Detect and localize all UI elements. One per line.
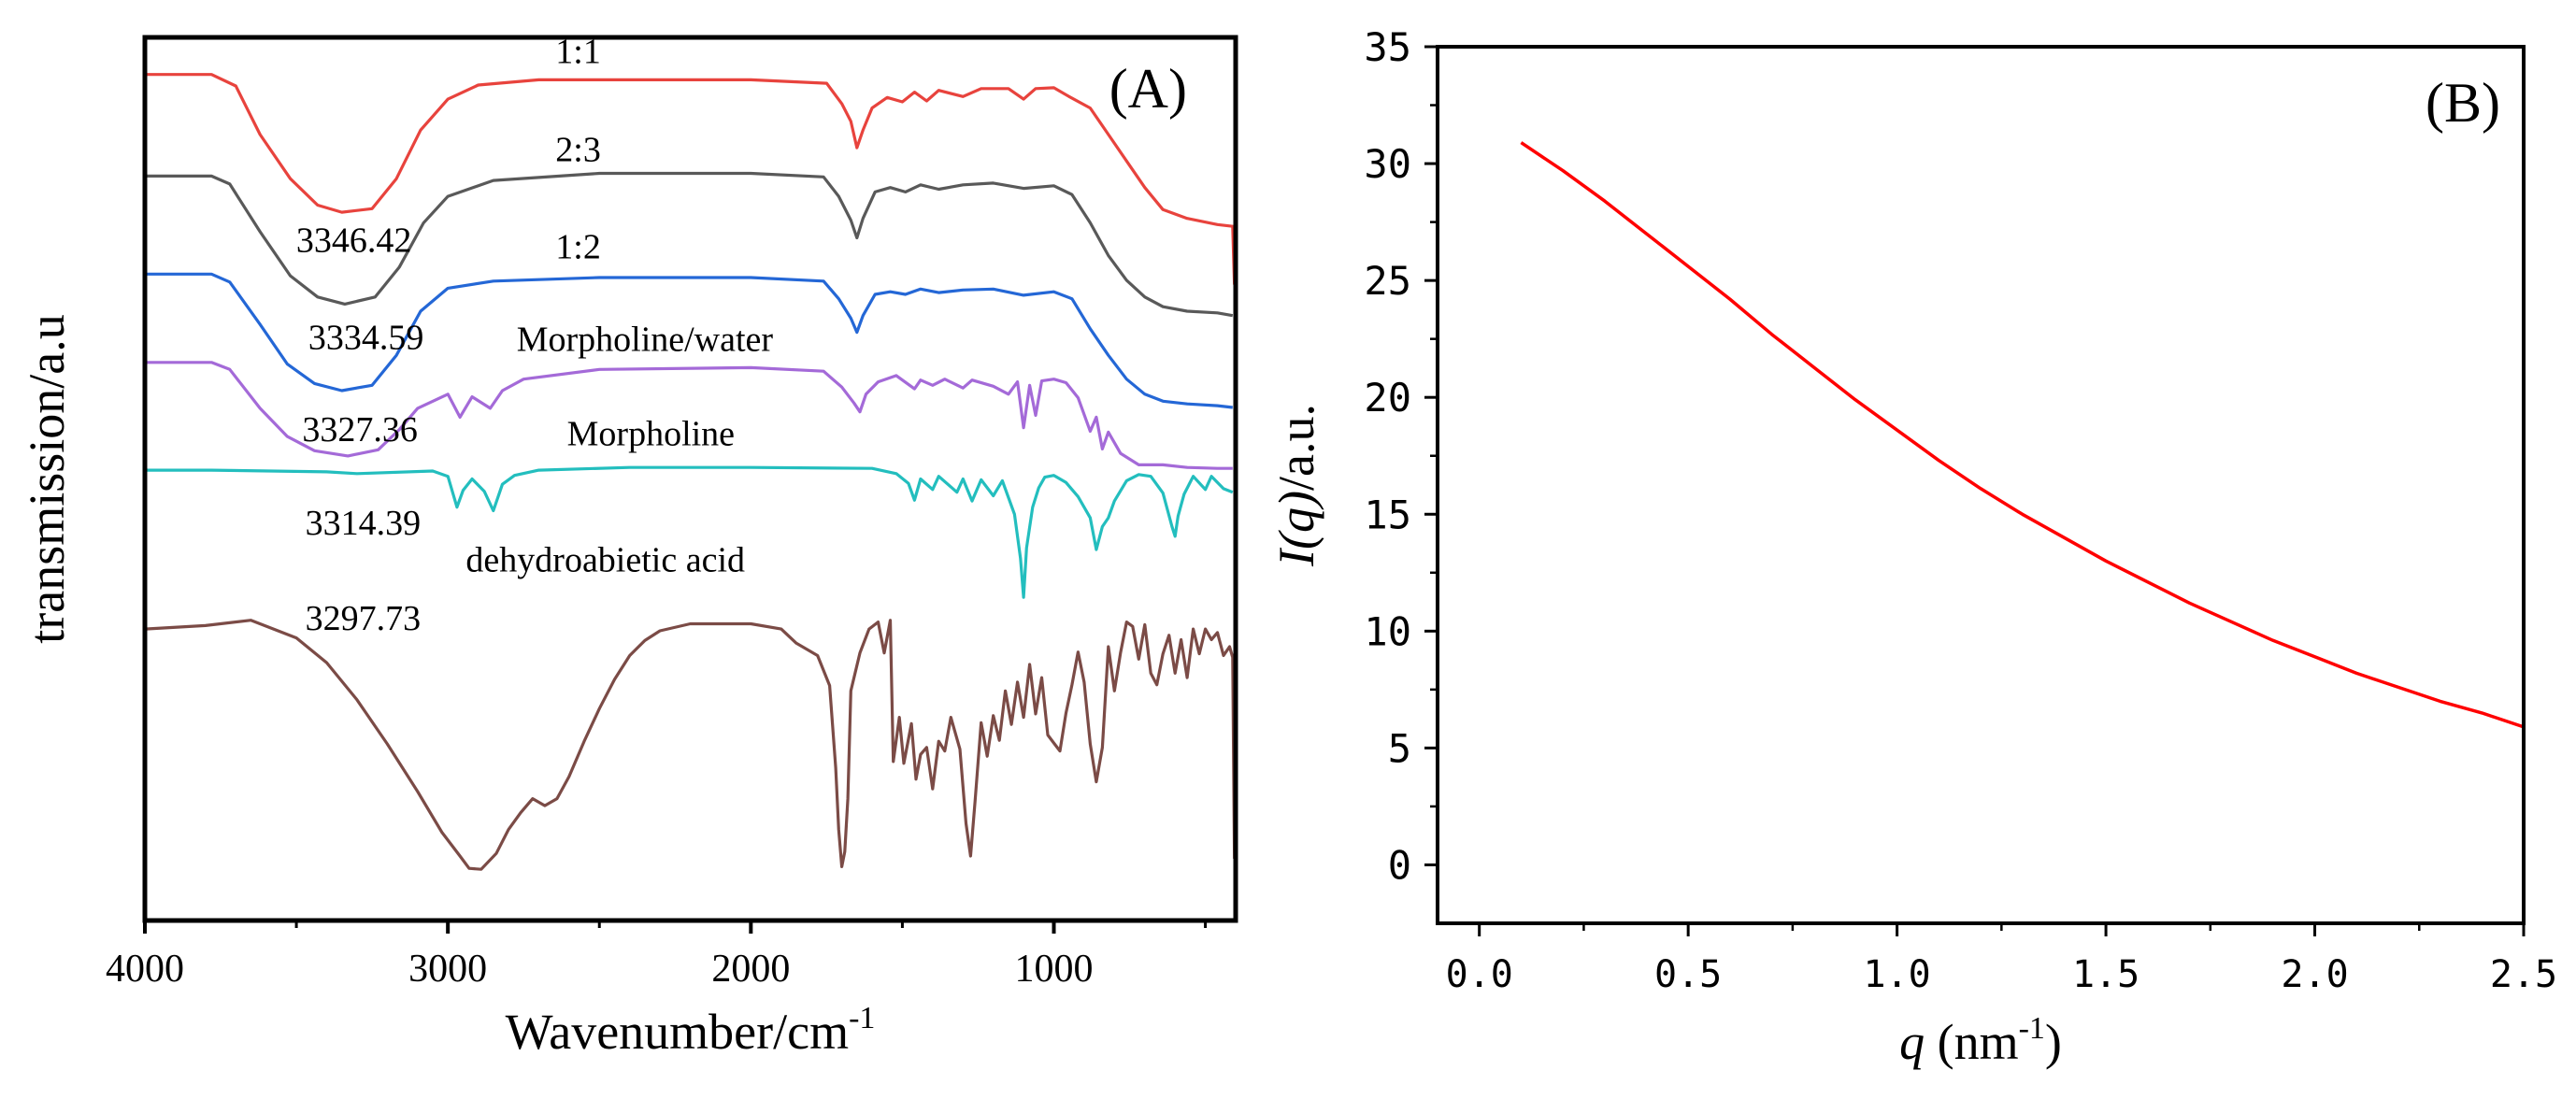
panel-b-x-tick-label-6: 2.5 [2490,953,2557,996]
panel-a-x-tick-label-2: 3000 [408,948,487,991]
panel-a-annotation-7: 3346.42 [296,221,412,261]
panel-b-y-tick-label-4: 15 [1364,492,1411,537]
panel-b-series-group [1520,141,2525,729]
panel-b-x-axis-label-end: ) [2045,1014,2062,1070]
panel-a-annotation-11: 3297.73 [306,599,422,638]
panel-a-series-line-3 [145,272,1233,409]
panel-b-x-axis-label-italic: q [1899,1014,1925,1070]
panel-b-x-tick-label-4: 1.5 [2072,953,2140,996]
panel-b-y-tick-label-1: 0 [1388,842,1411,888]
panel-a-series-line-1 [145,73,1237,285]
panel-a-x-tick-label-3: 2000 [711,948,790,991]
panel-a-x-axis-label-sup: -1 [849,1001,875,1035]
panel-b-x-axis-label-base: (nm [1925,1014,2019,1070]
panel-b-y-tick-label-7: 30 [1364,141,1411,187]
panel-b-y-tick-label-2: 5 [1388,725,1411,771]
panel-b-x-tick-label-1: 0.0 [1446,953,1513,996]
panel-b-y-axis-label-rest: /a.u. [1268,404,1324,491]
panel-a-series-line-5 [145,465,1234,599]
panel-b-label: (B) [2426,72,2500,134]
panel-b-y-axis-label-italic: I(q) [1268,491,1324,567]
panel-a-annotation-3: 1:2 [555,227,601,266]
panel-a-frame [142,35,1238,923]
panel-a-y-axis-label: transmission/a.u [19,314,75,643]
panel-a: 4000 3000 2000 1000 1:12:31:2Morpholine/wat… [19,32,1238,1060]
panel-a-label: (A) [1109,58,1187,120]
panel-b-x-tick-label-5: 2.0 [2281,953,2348,996]
panel-b: 0.0 0.5 1.0 1.5 2.0 2.5 0 5 10 15 20 25 30 35 (B) I(… [1268,24,2557,1070]
panel-b-x-axis-label-sup: -1 [2019,1011,2045,1046]
panel-b-y-ticks: 0 5 10 15 20 25 30 35 [1364,24,1438,888]
panel-a-x-axis-label-base: Wavenumber/cm [506,1004,850,1060]
panel-a-series-line-4 [145,361,1233,470]
panel-a-series-line-2 [145,171,1234,318]
panel-b-y-tick-label-3: 10 [1364,608,1411,654]
panel-b-x-ticks: 0.0 0.5 1.0 1.5 2.0 2.5 [1446,923,2557,996]
panel-b-y-tick-label-8: 35 [1364,24,1411,70]
panel-b-x-axis-label: q (nm-1) [1899,1011,2062,1070]
panel-a-x-ticks: 4000 3000 2000 1000 [106,921,1208,991]
panel-b-x-tick-label-3: 1.0 [1863,953,1930,996]
panel-a-x-tick-label-4: 1000 [1015,948,1094,991]
panel-b-x-tick-label-2: 0.5 [1654,953,1722,996]
panel-b-y-tick-label-6: 25 [1364,258,1411,304]
panel-b-y-axis-label: I(q)/a.u. [1268,404,1324,567]
panel-b-frame [1436,45,2526,925]
panel-a-x-axis-label: Wavenumber/cm-1 [506,1001,876,1060]
panel-b-y-tick-label-5: 20 [1364,375,1411,421]
panel-a-annotation-4: Morpholine/water [517,320,774,359]
panel-a-annotation-8: 3334.59 [308,319,424,358]
panel-a-x-tick-label-1: 4000 [106,948,184,991]
panel-b-series-line-1 [1520,141,2525,729]
panel-a-annotation-6: dehydroabietic acid [465,541,745,580]
panel-a-annotation-2: 2:3 [555,130,601,169]
panel-a-annotation-5: Morpholine [567,415,735,454]
panel-a-series-line-6 [144,619,1237,871]
panel-a-series-group [144,73,1237,871]
panel-a-annotation-10: 3314.39 [306,504,422,543]
panel-a-annotations: 1:12:31:2Morpholine/waterMorpholinedehyd… [296,32,773,638]
panel-a-annotation-9: 3327.36 [302,410,418,450]
